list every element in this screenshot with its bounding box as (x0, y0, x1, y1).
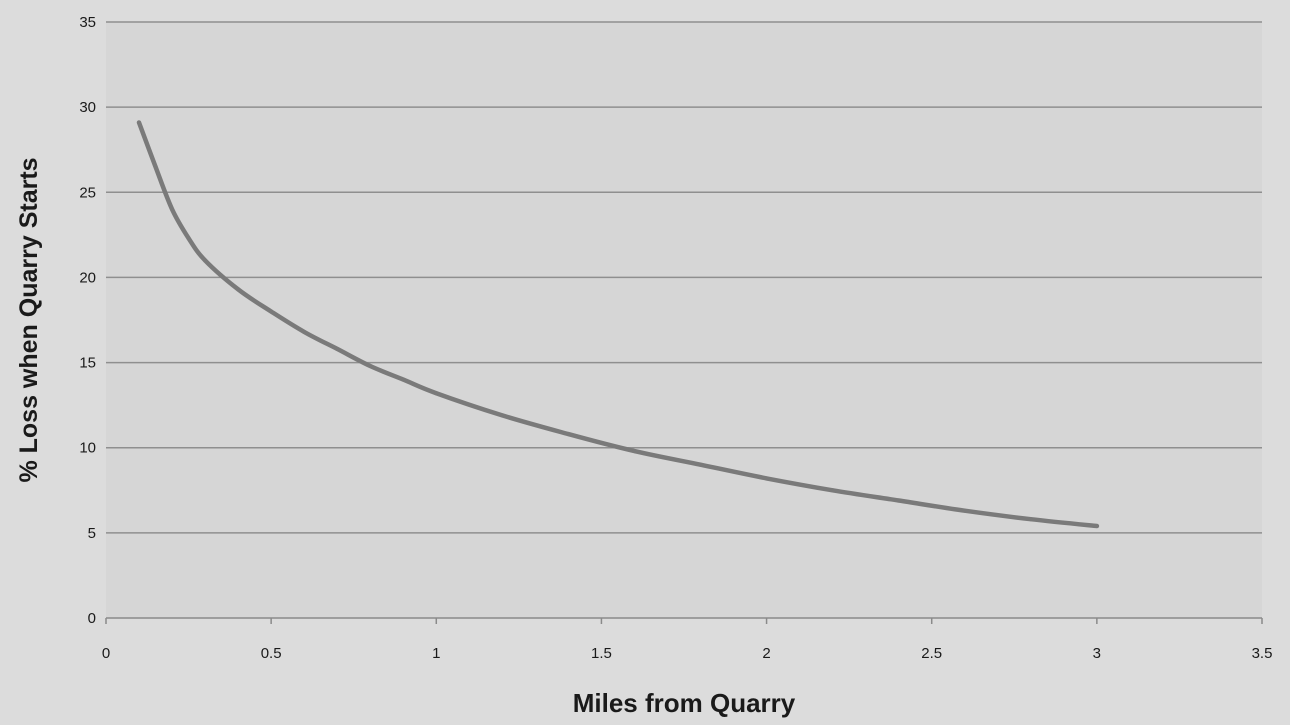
data-point (186, 236, 191, 241)
x-axis-title: Miles from Quarry (573, 688, 796, 718)
x-tick-label: 3 (1093, 645, 1101, 662)
x-tick-label: 0.5 (261, 645, 282, 662)
y-tick-label: 15 (79, 355, 96, 372)
data-point (566, 432, 571, 437)
y-tick-label: 30 (79, 99, 96, 116)
data-point (302, 329, 307, 334)
y-tick-label: 20 (79, 269, 96, 286)
x-tick-label: 1.5 (591, 645, 612, 662)
x-tick-label: 2 (762, 645, 770, 662)
y-tick-label: 25 (79, 184, 96, 201)
data-point (896, 498, 901, 503)
gridlines (106, 21, 1262, 534)
data-point (764, 476, 769, 481)
plot-area (106, 22, 1262, 618)
data-point (401, 377, 406, 382)
data-point (170, 207, 175, 212)
y-tick-label: 10 (79, 440, 96, 457)
data-point (269, 309, 274, 314)
data-point (368, 363, 373, 368)
y-axis-title: % Loss when Quarry Starts (15, 157, 43, 482)
data-point (500, 413, 505, 418)
data-point (1028, 517, 1033, 522)
y-tick-label: 35 (79, 14, 96, 31)
data-point (632, 449, 637, 454)
x-tick-label: 3.5 (1252, 645, 1273, 662)
x-tick-label: 1 (432, 645, 440, 662)
data-point (203, 258, 208, 263)
data-point (830, 488, 835, 493)
data-point (698, 462, 703, 467)
data-point (153, 164, 158, 169)
series-group (136, 120, 1100, 529)
x-tick-label: 2.5 (921, 645, 942, 662)
x-axis-ticks: 0 0.5 1 1.5 2 2.5 3 3.5 (102, 618, 1273, 662)
x-tick-label: 0 (102, 645, 110, 662)
data-point (335, 346, 340, 351)
data-point (1094, 524, 1099, 529)
data-point (236, 287, 241, 292)
data-point (137, 120, 142, 125)
y-axis-ticks: 0 5 10 15 20 25 30 35 (79, 14, 96, 627)
data-point (962, 508, 967, 513)
data-point (434, 391, 439, 396)
y-tick-label: 0 (88, 610, 96, 627)
y-tick-label: 5 (88, 525, 96, 542)
